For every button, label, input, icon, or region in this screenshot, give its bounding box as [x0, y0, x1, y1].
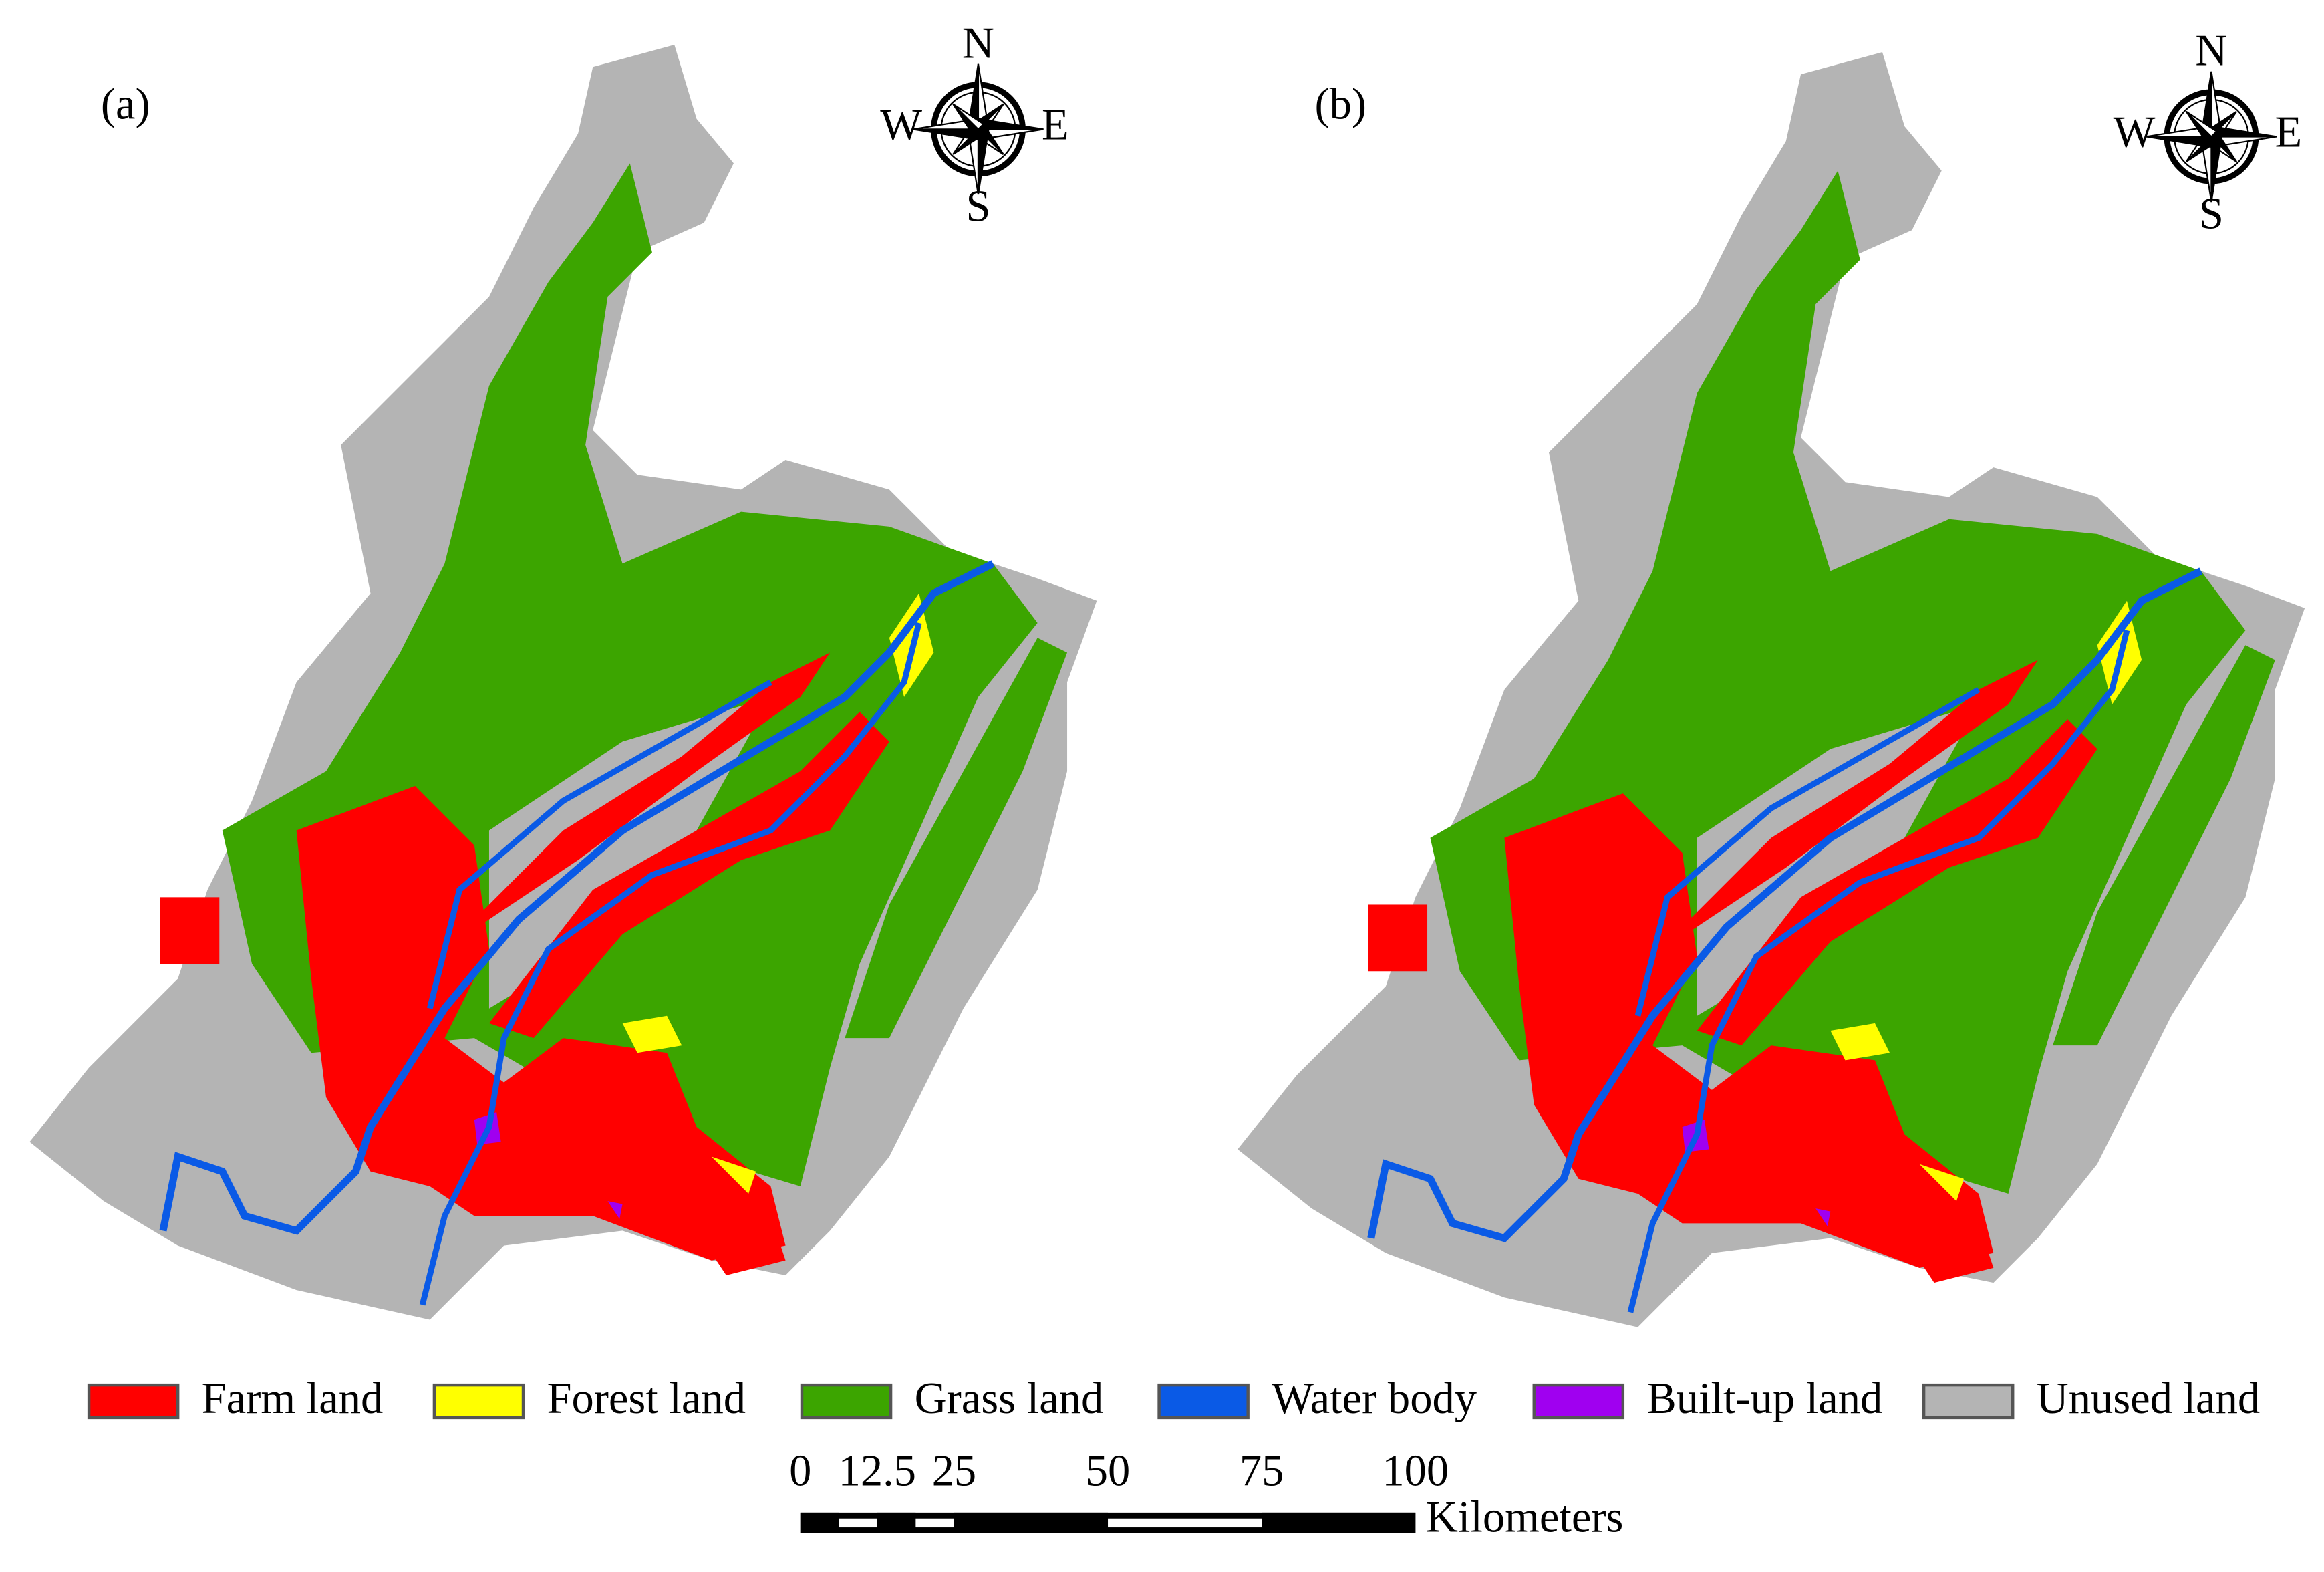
map-a — [29, 45, 1097, 1320]
compass-point — [952, 103, 985, 130]
scale-bar-label: 50 — [1086, 1447, 1131, 1496]
legend-swatch — [87, 1383, 180, 1420]
compass-north: N — [2195, 27, 2227, 76]
legend-label: Unused land — [2037, 1374, 2260, 1423]
scale-bar-segment — [800, 1512, 839, 1533]
scale-bar-label: 100 — [1382, 1447, 1449, 1496]
scale-bar-segment — [915, 1518, 954, 1528]
compass-point — [2210, 125, 2277, 138]
legend-swatch — [800, 1383, 893, 1420]
legend-label: Forest land — [547, 1374, 746, 1423]
compass-south: S — [2199, 190, 2224, 239]
scale-bar-label: 75 — [1240, 1447, 1284, 1496]
compass-rose: N S E W — [2114, 27, 2302, 239]
legend-label: Built-up land — [1646, 1374, 1882, 1423]
scale-bar-segment — [1262, 1512, 1416, 1533]
compass-south: S — [966, 182, 990, 231]
compass-north: N — [962, 19, 994, 68]
panel-label: (b) — [1314, 80, 1366, 129]
panel-label: (a) — [101, 80, 150, 129]
legend-label: Grass land — [915, 1374, 1104, 1423]
compass-west: W — [880, 101, 922, 150]
scale-bar-label: 0 — [789, 1447, 811, 1496]
legend-swatch — [1157, 1383, 1250, 1420]
compass-point — [913, 128, 980, 141]
compass-point — [977, 118, 1044, 130]
legend: Farm land Forest land Grass land Water body… — [87, 1374, 2260, 1423]
scale-bar-label: 12.5 — [839, 1447, 916, 1496]
legend-swatch — [1532, 1383, 1625, 1420]
legend-swatch — [432, 1383, 525, 1420]
scale-bar-label: 25 — [932, 1447, 977, 1496]
legend-label: Water body — [1272, 1374, 1477, 1423]
scale-bar-unit: Kilometers — [1426, 1492, 1624, 1541]
scale-bar-segment — [1108, 1518, 1262, 1528]
scale-bar-segment — [954, 1512, 1109, 1533]
compass-west: W — [2114, 108, 2156, 157]
compass-point — [2146, 136, 2212, 148]
compass-east: E — [1042, 101, 1069, 150]
compass-rose: N S E W — [880, 19, 1068, 231]
compass-east: E — [2275, 108, 2302, 157]
scale-bar-segment — [839, 1518, 877, 1528]
legend-label: Farm land — [202, 1374, 384, 1423]
map-b — [1238, 52, 2305, 1327]
compass-point — [2185, 110, 2218, 138]
scale-bar-segment — [877, 1512, 916, 1533]
legend-swatch — [1922, 1383, 2015, 1420]
